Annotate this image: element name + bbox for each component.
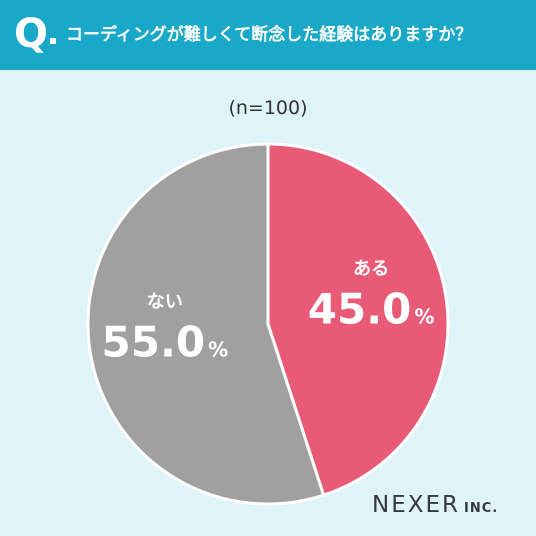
question-text: コーディングが難しくて断念した経験はありますか？ [66, 25, 473, 45]
slice-category-label-1: ない [147, 291, 183, 312]
slice-value-label-0: 45.0% [308, 285, 435, 334]
q-dot [50, 38, 56, 44]
nexer-logo: NEXER INC. [372, 492, 498, 518]
logo-main: NEXER [372, 492, 461, 518]
slice-category-label-0: ある [353, 259, 389, 280]
question-header: Q コーディングが難しくて断念した経験はありますか？ [0, 0, 536, 70]
logo-sub: INC. [464, 501, 499, 516]
slice-value-label-1: 55.0% [102, 317, 229, 366]
sample-size: (n=100) [228, 97, 308, 119]
pie-slice-0 [266, 142, 450, 497]
pie-slice-1 [86, 142, 326, 506]
q-mark: Q [14, 11, 49, 57]
